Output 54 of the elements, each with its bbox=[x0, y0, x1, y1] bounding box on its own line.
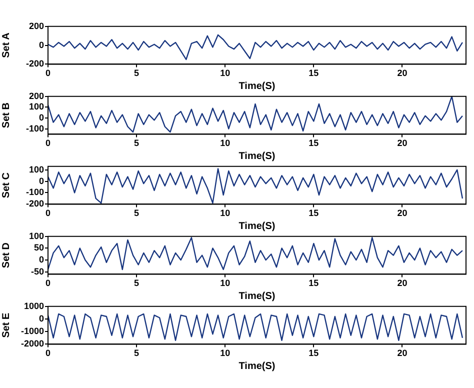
y-tick-label: -200 bbox=[26, 198, 44, 209]
y-tick-label: 0 bbox=[38, 313, 44, 324]
x-tick-label: 5 bbox=[134, 348, 140, 358]
y-tick-label: 100 bbox=[28, 164, 44, 174]
y-tick-label: 0 bbox=[38, 254, 44, 265]
x-tick-label: 5 bbox=[134, 208, 140, 218]
x-tick-label: 0 bbox=[45, 348, 51, 358]
y-tick-label: -200 bbox=[26, 58, 44, 69]
x-tick-label: 20 bbox=[397, 208, 408, 218]
x-tick-label: 10 bbox=[220, 208, 230, 218]
x-tick-label: 5 bbox=[134, 68, 140, 78]
y-tick-label: 0 bbox=[38, 40, 44, 50]
x-tick-label: 5 bbox=[134, 138, 140, 148]
y-tick-label: 100 bbox=[28, 230, 44, 241]
y-tick-label: -1000 bbox=[20, 326, 44, 336]
x-tick-label: 20 bbox=[397, 68, 408, 78]
y-tick-label: -100 bbox=[26, 123, 44, 134]
y-tick-label: -50 bbox=[30, 266, 44, 276]
x-tick-label: 15 bbox=[308, 278, 319, 288]
y-tick-label: -2000 bbox=[20, 338, 44, 349]
x-tick-label: 10 bbox=[220, 348, 230, 358]
y-axis-title: Set D bbox=[0, 242, 12, 268]
x-tick-label: 0 bbox=[45, 278, 51, 288]
x-tick-label: 0 bbox=[45, 138, 51, 148]
y-tick-label: 0 bbox=[38, 112, 44, 122]
x-axis-title: Time(S) bbox=[238, 360, 276, 372]
x-tick-label: 10 bbox=[220, 138, 230, 148]
x-tick-label: 10 bbox=[220, 68, 230, 78]
y-tick-label: 0 bbox=[38, 176, 44, 186]
x-axis-title: Time(S) bbox=[238, 150, 276, 162]
y-axis-title: Set C bbox=[0, 172, 12, 198]
y-axis-title: Set B bbox=[0, 102, 12, 128]
x-tick-label: 5 bbox=[134, 278, 140, 288]
x-tick-label: 15 bbox=[308, 68, 319, 78]
x-tick-label: 10 bbox=[220, 278, 230, 288]
y-tick-label: 1000 bbox=[24, 300, 44, 311]
y-axis-title: Set A bbox=[0, 32, 12, 58]
y-tick-label: 200 bbox=[28, 20, 44, 31]
y-tick-label: 50 bbox=[34, 242, 44, 253]
x-tick-label: 20 bbox=[397, 138, 408, 148]
x-tick-label: 15 bbox=[308, 348, 319, 358]
y-tick-label: 100 bbox=[28, 102, 44, 112]
x-tick-label: 15 bbox=[308, 138, 319, 148]
x-axis-title: Time(S) bbox=[238, 290, 276, 302]
x-tick-label: 20 bbox=[397, 348, 408, 358]
x-axis-title: Time(S) bbox=[238, 80, 276, 92]
x-axis-title: Time(S) bbox=[238, 220, 276, 232]
y-tick-label: -100 bbox=[26, 187, 44, 198]
x-tick-label: 0 bbox=[45, 68, 51, 78]
x-tick-label: 15 bbox=[308, 208, 319, 218]
x-tick-label: 20 bbox=[397, 278, 408, 288]
y-tick-label: 200 bbox=[28, 90, 44, 101]
x-tick-label: 0 bbox=[45, 208, 51, 218]
y-axis-title: Set E bbox=[0, 312, 12, 338]
